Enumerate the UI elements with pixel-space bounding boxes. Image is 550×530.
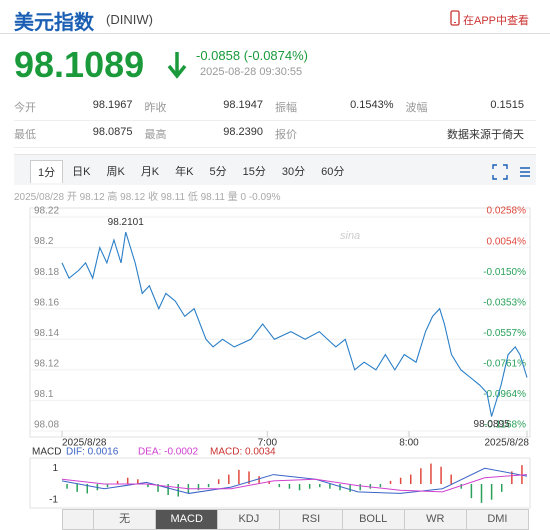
macd-legend: MACD: 0.0034 bbox=[210, 447, 276, 458]
watermark: sina bbox=[340, 230, 360, 242]
stat-label: 最高 bbox=[144, 129, 167, 141]
macd-frame bbox=[29, 457, 531, 509]
tab[interactable]: 月K bbox=[140, 166, 160, 178]
y-tick-label: 98.22 bbox=[34, 206, 59, 217]
tab[interactable]: 1分 bbox=[30, 160, 64, 183]
tab[interactable]: 15分 bbox=[242, 166, 266, 178]
stat-value: 数据来源于倚天 bbox=[447, 129, 524, 141]
indicator-tab[interactable]: RSI bbox=[279, 510, 341, 529]
macd-y-tick: 1 bbox=[52, 463, 58, 474]
price-line bbox=[61, 231, 528, 417]
indicator-tab[interactable]: 无 bbox=[93, 510, 155, 529]
stat-cell: 昨收 98.1947 bbox=[145, 99, 276, 115]
tab[interactable]: 周K bbox=[106, 166, 125, 178]
macd-y-tick: -1 bbox=[49, 494, 58, 505]
indicator-tab[interactable]: WR bbox=[403, 510, 466, 529]
stat-label: 报价 bbox=[275, 129, 297, 141]
tabs: 1分 日K 周K 月K 年K 5分 15分 30分 60分 bbox=[30, 160, 353, 183]
stat-value: 0.1543% bbox=[350, 99, 394, 111]
stat-cell: 振幅 0.1543% bbox=[275, 99, 406, 115]
y-tick-label: 98.08 bbox=[34, 420, 59, 431]
y-tick-label: 98.1 bbox=[34, 389, 54, 400]
max-label: 98.2101 bbox=[108, 217, 145, 228]
time: 2025-08-28 09:30:55 bbox=[200, 66, 303, 78]
x-tick-label: 8:00 bbox=[399, 438, 419, 449]
stat-value: 0.1515 bbox=[490, 99, 524, 111]
stat-label: 昨收 bbox=[144, 102, 167, 114]
y-tick-label: 98.12 bbox=[34, 358, 59, 369]
info-line: 2025/08/28 开 98.12 高 98.12 收 98.11 低 98.… bbox=[14, 192, 281, 203]
macd-legend: DIF: 0.0016 bbox=[66, 447, 119, 458]
y-tick-label: 98.14 bbox=[34, 328, 59, 339]
y-tick-label: 98.18 bbox=[34, 267, 59, 278]
tab[interactable]: 年K bbox=[175, 166, 194, 178]
plot-frame bbox=[29, 207, 531, 438]
scroll-left[interactable] bbox=[63, 510, 93, 529]
macd-line bbox=[61, 474, 528, 493]
min-label: 98.0895 bbox=[474, 419, 511, 430]
divider bbox=[0, 33, 550, 34]
tab[interactable]: 60分 bbox=[321, 166, 345, 178]
stat-cell: 最低 98.0875 bbox=[14, 126, 145, 142]
stat-value: 98.2390 bbox=[223, 126, 263, 138]
tab[interactable]: 30分 bbox=[281, 166, 306, 178]
y2-tick-label: -0.1168% bbox=[484, 420, 526, 431]
y2-tick-label: 0.0258% bbox=[487, 206, 527, 217]
stat-cell: 今开 98.1967 bbox=[14, 99, 145, 115]
y2-tick-label: -0.0557% bbox=[483, 328, 526, 339]
indicator-tab[interactable]: MACD bbox=[155, 510, 218, 529]
x-tick-label: 2025/8/28 bbox=[62, 438, 107, 449]
down-arrow bbox=[167, 52, 187, 79]
tab[interactable]: 5分 bbox=[209, 166, 227, 178]
stat-cell: 报价 数据来源于倚天 bbox=[275, 126, 536, 142]
phone-icon bbox=[450, 10, 460, 26]
indicator-tab[interactable]: KDJ bbox=[217, 510, 279, 529]
y2-tick-label: 0.0054% bbox=[487, 236, 527, 247]
stat-value: 98.1967 bbox=[92, 99, 133, 111]
tool-icons bbox=[492, 164, 530, 180]
macd-line bbox=[61, 467, 528, 494]
indicator-tab[interactable]: BOLL bbox=[341, 510, 404, 529]
stat-label: 最低 bbox=[14, 129, 36, 141]
y2-tick-label: -0.0761% bbox=[483, 359, 526, 370]
stat-label: 振幅 bbox=[275, 102, 297, 114]
tab[interactable]: 日K bbox=[72, 166, 91, 178]
stat-cell: 波幅 0.1515 bbox=[406, 99, 537, 115]
title: 美元指数 bbox=[14, 12, 94, 34]
x-tick-label: 7:00 bbox=[258, 438, 278, 449]
stat-value: 98.0875 bbox=[92, 126, 133, 138]
stats-row: 最低 98.0875 最高 98.2390 报价 数据来源于倚天 bbox=[14, 121, 536, 148]
macd-title: MACD bbox=[32, 447, 61, 458]
stats-row: 今开 98.1967 昨收 98.1947 振幅 0.1543% 波幅 0.1515 bbox=[14, 94, 536, 121]
macd-legend: DEA: -0.0002 bbox=[138, 447, 198, 458]
indicator-tab[interactable]: DMI bbox=[465, 510, 528, 529]
stat-label: 今开 bbox=[14, 102, 36, 114]
tab-bar bbox=[14, 154, 536, 185]
x-tick-label: 2025/8/28 bbox=[485, 438, 530, 449]
code: (DINIW) bbox=[106, 12, 153, 27]
y-tick-label: 98.16 bbox=[34, 297, 59, 308]
indicator-tabs: 无 MACD KDJ RSI BOLL WR DMI bbox=[62, 509, 529, 530]
stat-cell: 最高 98.2390 bbox=[145, 126, 276, 142]
y-tick-label: 98.2 bbox=[34, 236, 54, 247]
price: 98.1089 bbox=[14, 44, 145, 85]
stats: 今开 98.1967 昨收 98.1947 振幅 0.1543% 波幅 0.1515 最低 98.… bbox=[14, 94, 536, 148]
y2-tick-label: -0.0964% bbox=[483, 389, 526, 400]
stat-value: 98.1947 bbox=[223, 99, 263, 111]
y2-tick-label: -0.0353% bbox=[483, 297, 526, 308]
stat-label: 波幅 bbox=[405, 102, 428, 114]
change: -0.0858 (-0.0874%) bbox=[196, 48, 309, 63]
y2-tick-label: -0.0150% bbox=[483, 267, 526, 278]
app-link[interactable]: 在APP中查看 bbox=[463, 15, 530, 27]
